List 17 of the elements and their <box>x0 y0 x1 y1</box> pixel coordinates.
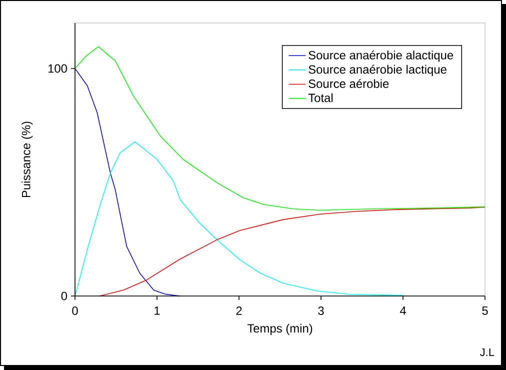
y-tick-label: 100 <box>48 64 68 73</box>
y-axis-title: Puissance (%) <box>22 122 33 198</box>
legend-label: Source anaérobie lactique <box>308 64 446 76</box>
line-series <box>74 46 486 211</box>
line-series <box>99 206 486 296</box>
x-tick-label: 3 <box>318 306 324 315</box>
text: J.L <box>480 348 494 356</box>
x-tick-label: 2 <box>236 306 242 315</box>
line-series <box>74 141 404 296</box>
x-tick-label: 5 <box>482 306 488 315</box>
x-tick-label: 0 <box>72 306 78 315</box>
legend-label: Total <box>308 93 333 102</box>
x-axis-title: Temps (min) <box>247 324 312 335</box>
x-tick-label: 4 <box>400 306 406 315</box>
legend-label: Source anaérobie alactique <box>308 50 454 62</box>
legend-label: Source aérobie <box>308 79 389 88</box>
x-tick-label: 1 <box>154 306 160 315</box>
